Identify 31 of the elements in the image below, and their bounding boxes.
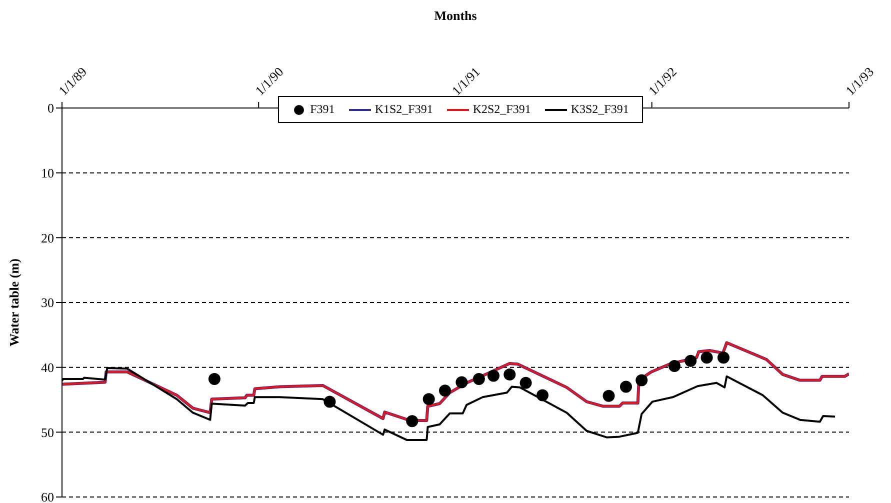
point xyxy=(602,390,615,402)
y-tick-label: 10 xyxy=(41,165,54,180)
point xyxy=(536,389,548,402)
y-axis-title: Water table (m) xyxy=(6,258,22,346)
point xyxy=(717,352,730,364)
point xyxy=(456,376,468,388)
point xyxy=(208,373,220,386)
y-tick-label: 30 xyxy=(41,295,54,310)
point xyxy=(487,370,500,382)
point xyxy=(422,393,435,406)
legend-label: K1S2_F391 xyxy=(374,102,433,117)
point xyxy=(504,368,516,380)
y-tick-label: 40 xyxy=(41,360,54,375)
legend-label: F391 xyxy=(309,102,335,117)
legend-label: K3S2_F391 xyxy=(570,102,629,117)
point xyxy=(406,415,418,428)
point xyxy=(472,373,485,386)
y-tick-label: 50 xyxy=(41,424,54,440)
point xyxy=(438,384,451,397)
point xyxy=(324,396,336,408)
x-axis-title: Months xyxy=(433,8,478,24)
point xyxy=(700,352,713,364)
y-tick-label: 0 xyxy=(48,100,54,116)
point xyxy=(636,374,648,386)
legend-label: K2S2_F391 xyxy=(472,102,531,117)
point xyxy=(520,376,532,389)
point xyxy=(620,380,632,393)
point xyxy=(684,354,697,367)
y-tick-label: 60 xyxy=(41,490,54,503)
y-tick-label: 20 xyxy=(41,230,54,246)
point xyxy=(668,360,680,372)
